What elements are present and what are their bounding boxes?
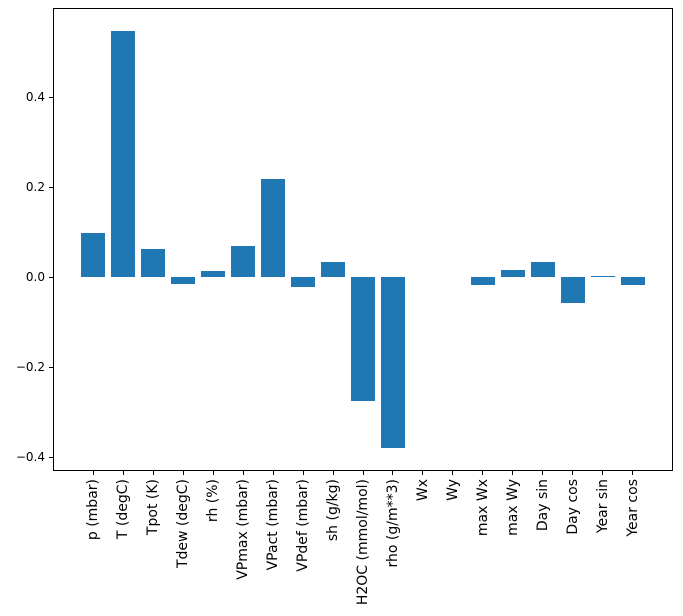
x-tick-mark xyxy=(602,471,604,475)
x-tick-mark xyxy=(452,471,454,475)
bar xyxy=(620,277,645,285)
x-tick-label: rho (g/m**3) xyxy=(384,479,401,568)
x-tick-mark xyxy=(632,471,634,475)
x-tick-label: sh (g/kg) xyxy=(325,479,342,542)
x-tick-mark xyxy=(302,471,304,475)
bar xyxy=(201,271,226,278)
x-tick-label: max Wy xyxy=(504,479,521,536)
x-tick-mark xyxy=(332,471,334,475)
y-tick-mark xyxy=(49,276,53,278)
bar xyxy=(321,262,345,278)
x-tick-mark xyxy=(152,471,154,475)
bar xyxy=(141,249,166,278)
x-tick-label: Wy xyxy=(444,479,461,501)
x-tick-mark xyxy=(272,471,274,475)
x-tick-label: Year sin xyxy=(594,479,611,534)
bar xyxy=(111,30,136,278)
x-tick-mark xyxy=(392,471,394,475)
bar xyxy=(171,277,196,285)
x-tick-mark xyxy=(482,471,484,475)
bar xyxy=(530,261,555,278)
y-tick-label: −0.2 xyxy=(15,360,45,375)
x-tick-label: T (degC) xyxy=(115,479,132,540)
bar xyxy=(81,232,106,278)
x-tick-label: VPdef (mbar) xyxy=(295,479,312,572)
bar xyxy=(500,270,525,278)
x-tick-label: Day sin xyxy=(534,479,551,532)
y-tick-mark xyxy=(49,186,53,188)
y-tick-mark xyxy=(49,456,53,458)
x-tick-mark xyxy=(512,471,514,475)
bar xyxy=(380,277,405,449)
x-tick-label: VPact (mbar) xyxy=(265,479,282,571)
y-tick-mark xyxy=(49,366,53,368)
x-tick-label: max Wx xyxy=(474,479,491,537)
x-tick-mark xyxy=(122,471,124,475)
y-tick-mark xyxy=(49,96,53,98)
x-tick-mark xyxy=(362,471,364,475)
bar xyxy=(351,277,375,401)
x-tick-label: H2OC (mmol/mol) xyxy=(355,479,371,606)
x-tick-label: Day cos xyxy=(564,479,581,535)
bar xyxy=(560,277,585,303)
x-tick-label: VPmax (mbar) xyxy=(235,479,252,580)
x-tick-mark xyxy=(572,471,574,475)
bar xyxy=(291,277,316,287)
y-tick-label: 0.0 xyxy=(25,270,45,285)
bar xyxy=(231,246,256,278)
x-tick-mark xyxy=(242,471,244,475)
y-tick-label: −0.4 xyxy=(15,450,45,465)
x-tick-label: p (mbar) xyxy=(85,479,102,541)
x-tick-mark xyxy=(422,471,424,475)
x-tick-label: Tdew (degC) xyxy=(175,479,192,569)
x-tick-label: rh (%) xyxy=(205,479,222,523)
y-tick-label: 0.4 xyxy=(25,90,45,105)
x-tick-label: Wx xyxy=(414,479,431,502)
x-tick-mark xyxy=(212,471,214,475)
x-tick-mark xyxy=(542,471,544,475)
x-tick-mark xyxy=(182,471,184,475)
bar xyxy=(470,277,495,286)
bar xyxy=(261,179,286,278)
x-tick-mark xyxy=(92,471,94,475)
x-tick-label: Year cos xyxy=(624,479,641,537)
y-tick-label: 0.2 xyxy=(25,180,45,195)
plot-area xyxy=(53,8,673,471)
bar xyxy=(590,275,615,278)
x-tick-label: Tpot (K) xyxy=(145,479,162,536)
